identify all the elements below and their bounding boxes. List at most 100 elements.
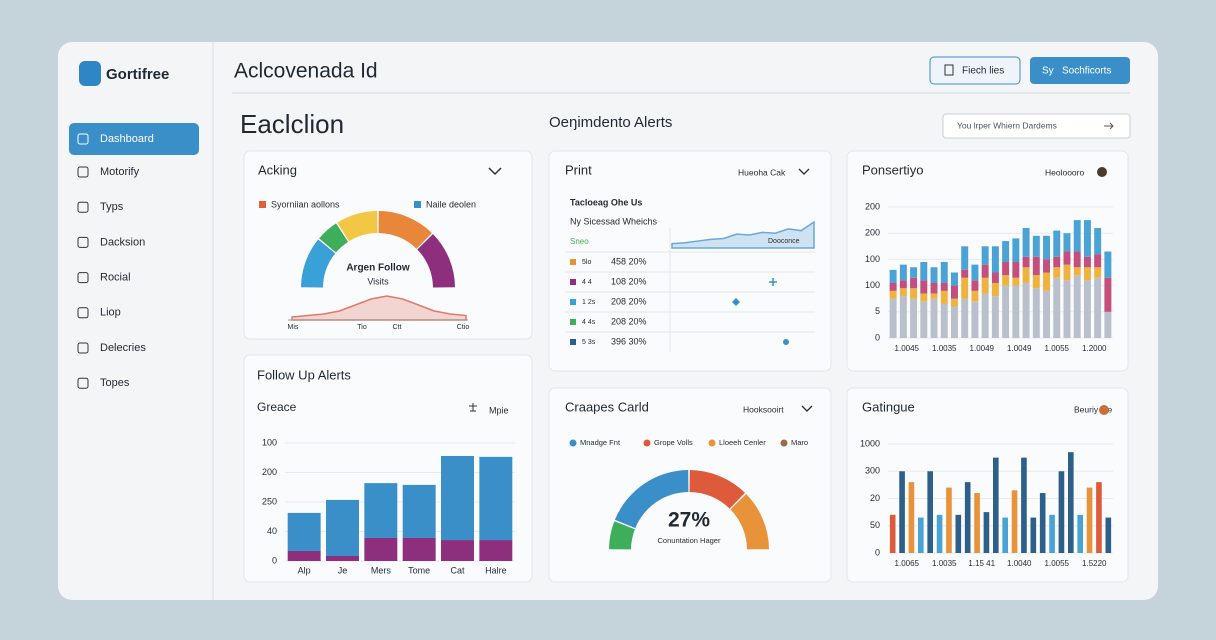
bar	[930, 293, 938, 299]
row-value: 458 20%	[611, 256, 647, 266]
chevron[interactable]	[798, 168, 810, 175]
x-tick-label: Mers	[371, 565, 391, 575]
chevron[interactable]	[488, 167, 502, 176]
bar	[1073, 251, 1081, 268]
bar	[441, 455, 474, 541]
bar	[1043, 235, 1050, 260]
panel-menu[interactable]: Heoloooro	[1045, 167, 1084, 177]
bar	[940, 303, 948, 338]
bar	[981, 246, 989, 265]
bar	[1012, 262, 1020, 278]
bar	[1022, 282, 1030, 338]
nav-item[interactable]: Motorify	[100, 166, 140, 178]
x-tick-label: Halre	[485, 565, 507, 575]
panel-subtitle: Greace	[257, 400, 297, 414]
bar	[1094, 254, 1102, 268]
panel-menu[interactable]: Hueoha Cak	[738, 167, 786, 177]
gauge-label: Conuntation Hager	[658, 536, 721, 545]
bar	[951, 285, 958, 299]
nav-icon	[77, 236, 89, 248]
nav-item[interactable]: Topes	[100, 377, 130, 389]
nav-item[interactable]: Delecries	[100, 342, 146, 354]
nav-item[interactable]: Liop	[100, 307, 121, 319]
bar	[1073, 220, 1081, 252]
bar	[899, 280, 907, 289]
bar	[918, 517, 924, 553]
bar	[1063, 264, 1071, 281]
bar	[910, 288, 918, 299]
bar	[441, 540, 474, 561]
bar	[983, 512, 990, 553]
y-tick-label: 100	[262, 437, 277, 447]
x-tick-label: 1.2000	[1082, 344, 1107, 353]
bar	[920, 293, 928, 302]
bar	[936, 514, 943, 553]
nav-item[interactable]: Dashboard	[100, 133, 154, 145]
y-tick-label: 50	[870, 520, 880, 530]
row-value: 208 20%	[611, 316, 647, 326]
bar	[920, 280, 928, 294]
bar	[1002, 517, 1008, 553]
nav-icon	[77, 133, 89, 145]
bar	[1043, 272, 1050, 291]
panel-menu[interactable]: Beuriy Iire	[1074, 404, 1113, 414]
bar	[981, 293, 989, 338]
bar	[920, 262, 928, 281]
bar	[1063, 233, 1071, 252]
bar	[479, 540, 513, 561]
button-icon: Sy	[1042, 66, 1054, 77]
bar	[1104, 251, 1112, 278]
bar	[920, 301, 928, 338]
logo	[79, 61, 101, 86]
bar	[1053, 230, 1061, 257]
gauge-segment	[730, 493, 769, 550]
x-tick-label: 1.0035	[932, 344, 957, 353]
row-swatch	[570, 339, 576, 345]
bar	[1083, 267, 1091, 281]
search-box[interactable]	[942, 113, 1131, 139]
bar	[1105, 517, 1112, 553]
bar	[1012, 238, 1020, 263]
row-value: 396 30%	[611, 336, 647, 346]
bar	[1022, 256, 1030, 268]
nav-active[interactable]	[69, 123, 199, 155]
x-tick-label: Tome	[408, 565, 430, 575]
bar	[930, 267, 938, 283]
button-label: Sochficorts	[1062, 66, 1111, 77]
button[interactable]	[1030, 57, 1130, 84]
bar	[1068, 452, 1074, 553]
row-swatch	[570, 299, 576, 305]
legend-swatch	[569, 439, 577, 447]
search-arrow	[1104, 122, 1114, 130]
chevron[interactable]	[801, 405, 813, 412]
bar	[930, 298, 938, 338]
nav-icon	[77, 307, 89, 319]
bar	[961, 269, 969, 278]
row-swatch	[570, 279, 576, 285]
panel-title: Ponsertiyo	[862, 162, 923, 177]
bar	[1012, 277, 1020, 286]
panel	[548, 150, 832, 372]
nav-item[interactable]: Rocial	[100, 272, 131, 284]
bar	[1104, 277, 1112, 312]
x-tick-label: 1.0055	[1045, 344, 1070, 353]
bar	[1032, 256, 1040, 276]
bar	[1002, 262, 1010, 276]
bar	[899, 264, 907, 281]
x-tick-label: Ctt	[393, 324, 402, 331]
bar	[940, 290, 948, 304]
nav-item[interactable]: Dacksion	[100, 236, 145, 248]
x-tick-label: 1.0045	[895, 344, 920, 353]
bar	[889, 282, 897, 291]
page-title: Eaclclion	[240, 109, 344, 139]
row-code: 5lo	[582, 259, 591, 266]
row-value: 108 20%	[611, 276, 647, 286]
panel-menu[interactable]: Hooksooirt	[743, 404, 784, 414]
bar	[1021, 457, 1027, 553]
marker	[783, 339, 789, 345]
x-tick-label: 1.5220	[1082, 559, 1107, 568]
nav-item[interactable]: Typs	[100, 201, 124, 213]
button[interactable]	[929, 56, 1021, 85]
legend-icon	[469, 403, 477, 412]
